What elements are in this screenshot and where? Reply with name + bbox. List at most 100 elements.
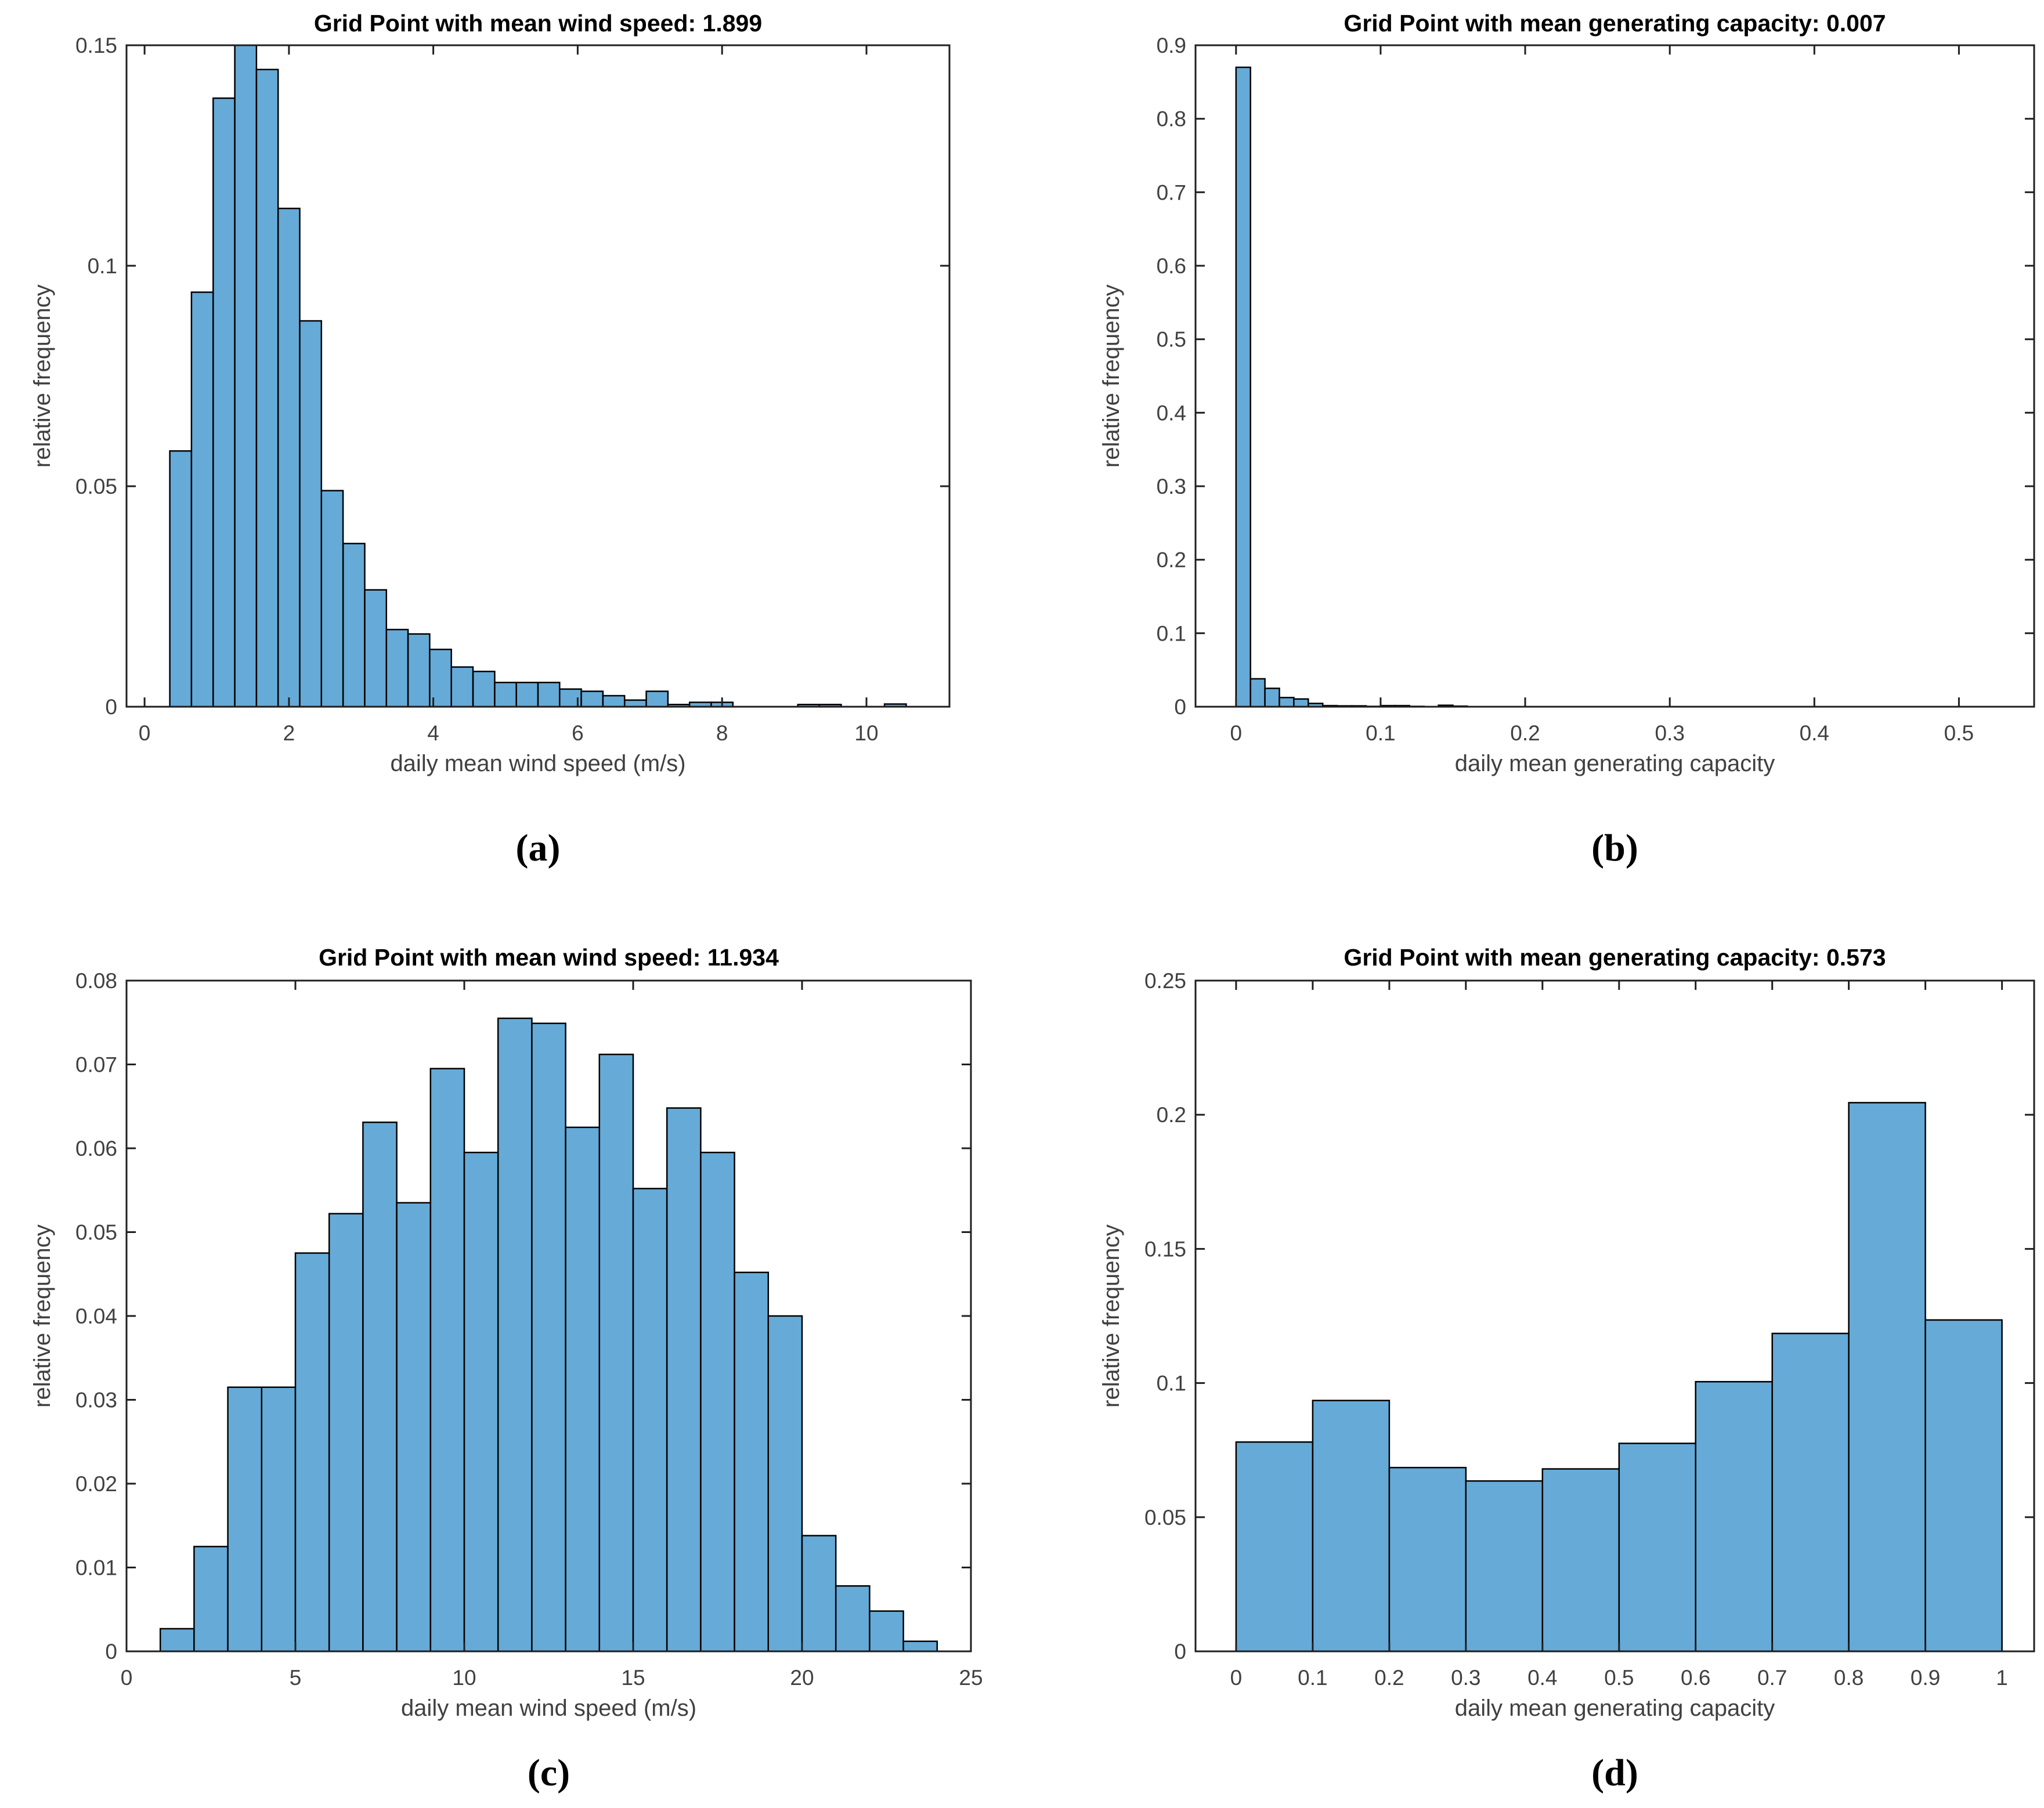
histogram-plot-b: 0 0.1 0.2 0.3 0.4 0.5 0 0.1 0.2 0.3 0.4 0.5 0.6 0.7 0.… — [1157, 34, 2035, 745]
histogram-plot-c: 0 5 10 15 20 25 0 0.01 0.02 0.03 0.04 0.05 0.06 0.07 0… — [75, 969, 983, 1690]
y-tick-label: 0.4 — [1157, 401, 1186, 425]
histogram-plot-d: 0 0.1 0.2 0.3 0.4 0.5 0.6 0.7 0.8 0.9 1 0 0.05 0.1 0.1… — [1144, 969, 2035, 1690]
histogram-bar — [396, 1202, 432, 1652]
histogram-bar — [255, 68, 279, 708]
y-tick-label: 0.1 — [1157, 621, 1186, 645]
chart-title: Grid Point with mean generating capacity… — [1344, 944, 1886, 971]
x-tick-label: 5 — [290, 1666, 302, 1690]
histogram-bar — [328, 1213, 364, 1652]
y-axis-label: relative frequency — [30, 284, 55, 468]
histogram-bar — [700, 1151, 735, 1652]
histogram-bar — [1848, 1102, 1926, 1652]
y-tick-label: 0.04 — [75, 1304, 117, 1328]
histogram-bar — [632, 1188, 668, 1652]
x-tick-label: 6 — [572, 721, 584, 745]
histogram-bar — [364, 589, 388, 708]
y-tick-label: 0.8 — [1157, 107, 1186, 131]
y-tick-label: 0 — [105, 1640, 117, 1664]
x-tick-label: 0.9 — [1911, 1666, 1940, 1690]
x-tick-label: 1 — [1996, 1666, 2008, 1690]
histogram-bar — [277, 207, 301, 708]
histogram-bar — [320, 490, 344, 708]
x-tick-label: 4 — [427, 721, 439, 745]
histogram-bar — [624, 699, 647, 708]
y-tick-label: 0.3 — [1157, 475, 1186, 498]
axes-frame — [125, 44, 951, 708]
y-tick-label: 0.15 — [1144, 1237, 1186, 1261]
x-tick-label: 0 — [1230, 721, 1243, 745]
x-tick-label: 0 — [121, 1666, 133, 1690]
x-tick-label: 8 — [716, 721, 728, 745]
histogram-bar — [1264, 688, 1280, 708]
histogram-bar — [261, 1386, 297, 1652]
x-tick-label: 20 — [790, 1666, 814, 1690]
x-tick-label: 0.3 — [1655, 721, 1684, 745]
x-axis-label: daily mean wind speed (m/s) — [400, 1695, 697, 1721]
histogram-bar — [212, 97, 236, 708]
histogram-bar — [598, 1053, 634, 1652]
x-tick-label: 0 — [1230, 1666, 1243, 1690]
histogram-bar — [835, 1585, 871, 1652]
y-tick-label: 0.2 — [1157, 1103, 1186, 1127]
histogram-bar — [1293, 698, 1309, 708]
y-tick-label: 0.7 — [1157, 180, 1186, 204]
histogram-bar — [1279, 696, 1295, 708]
histogram-bar — [193, 1546, 229, 1652]
histogram-bar — [159, 1628, 195, 1652]
x-tick-label: 0.7 — [1757, 1666, 1787, 1690]
x-tick-label: 10 — [854, 721, 878, 745]
chart-title: Grid Point with mean generating capacity… — [1344, 10, 1886, 37]
histogram-bar — [565, 1126, 601, 1652]
chart-title: Grid Point with mean wind speed: 1.899 — [313, 10, 763, 37]
x-tick-label: 0.6 — [1681, 1666, 1710, 1690]
y-tick-label: 0.05 — [75, 1221, 117, 1245]
chart-title: Grid Point with mean wind speed: 11.934 — [319, 944, 779, 971]
histogram-bar — [463, 1151, 499, 1652]
histogram-bar — [666, 1107, 702, 1652]
histogram-plot-a: 0 2 4 6 8 10 0 0.05 0.1 0.15 — [75, 34, 951, 745]
histogram-bar — [497, 1017, 533, 1652]
y-tick-label: 0.05 — [75, 475, 117, 498]
x-axis-label: daily mean generating capacity — [1454, 751, 1775, 776]
y-tick-label: 0.1 — [1157, 1372, 1186, 1395]
panel-letter-a: (a) — [515, 827, 561, 869]
x-tick-label: 0.1 — [1298, 1666, 1327, 1690]
x-tick-label: 0.5 — [1944, 721, 1974, 745]
histogram-bar — [299, 320, 323, 708]
histogram-bar — [1771, 1332, 1850, 1652]
histogram-bar — [645, 690, 669, 708]
y-tick-label: 0.1 — [88, 254, 117, 278]
x-tick-label: 0.8 — [1834, 1666, 1864, 1690]
histogram-bar — [1695, 1381, 1773, 1652]
x-tick-label: 0.3 — [1451, 1666, 1480, 1690]
histogram-bar — [767, 1315, 803, 1652]
histogram-bar — [385, 628, 409, 708]
histogram-bar — [801, 1535, 837, 1652]
x-tick-label: 0.1 — [1366, 721, 1395, 745]
histogram-bar — [234, 44, 258, 708]
x-axis-label: daily mean wind speed (m/s) — [390, 751, 686, 776]
histogram-bar — [429, 1068, 465, 1652]
histogram-bar — [472, 670, 496, 708]
panel-d: 0 0.1 0.2 0.3 0.4 0.5 0.6 0.7 0.8 0.9 1 0 0.05 0.1 0.1… — [1022, 904, 2044, 1808]
x-tick-label: 0.4 — [1527, 1666, 1557, 1690]
histogram-bar — [362, 1121, 398, 1652]
histogram-bar — [1924, 1319, 2003, 1652]
y-axis-label: relative frequency — [1099, 284, 1124, 468]
x-tick-label: 0.2 — [1374, 1666, 1404, 1690]
histogram-bar — [531, 1022, 566, 1652]
y-tick-label: 0.01 — [75, 1556, 117, 1580]
x-tick-label: 0.4 — [1800, 721, 1829, 745]
histogram-bar — [227, 1386, 263, 1652]
y-tick-label: 0.02 — [75, 1472, 117, 1496]
histogram-bar — [1249, 678, 1266, 708]
histogram-bar — [169, 450, 193, 708]
x-axis-label: daily mean generating capacity — [1454, 1695, 1775, 1721]
histogram-bar — [580, 690, 604, 708]
panel-a: 0 2 4 6 8 10 0 0.05 0.1 0.15 Grid Point with mean… — [0, 0, 1022, 904]
y-tick-label: 0.15 — [75, 34, 117, 57]
histogram-bar — [407, 633, 431, 708]
histogram-bar — [1465, 1480, 1544, 1652]
y-tick-label: 0.03 — [75, 1388, 117, 1412]
axes-frame — [1194, 979, 2035, 1652]
